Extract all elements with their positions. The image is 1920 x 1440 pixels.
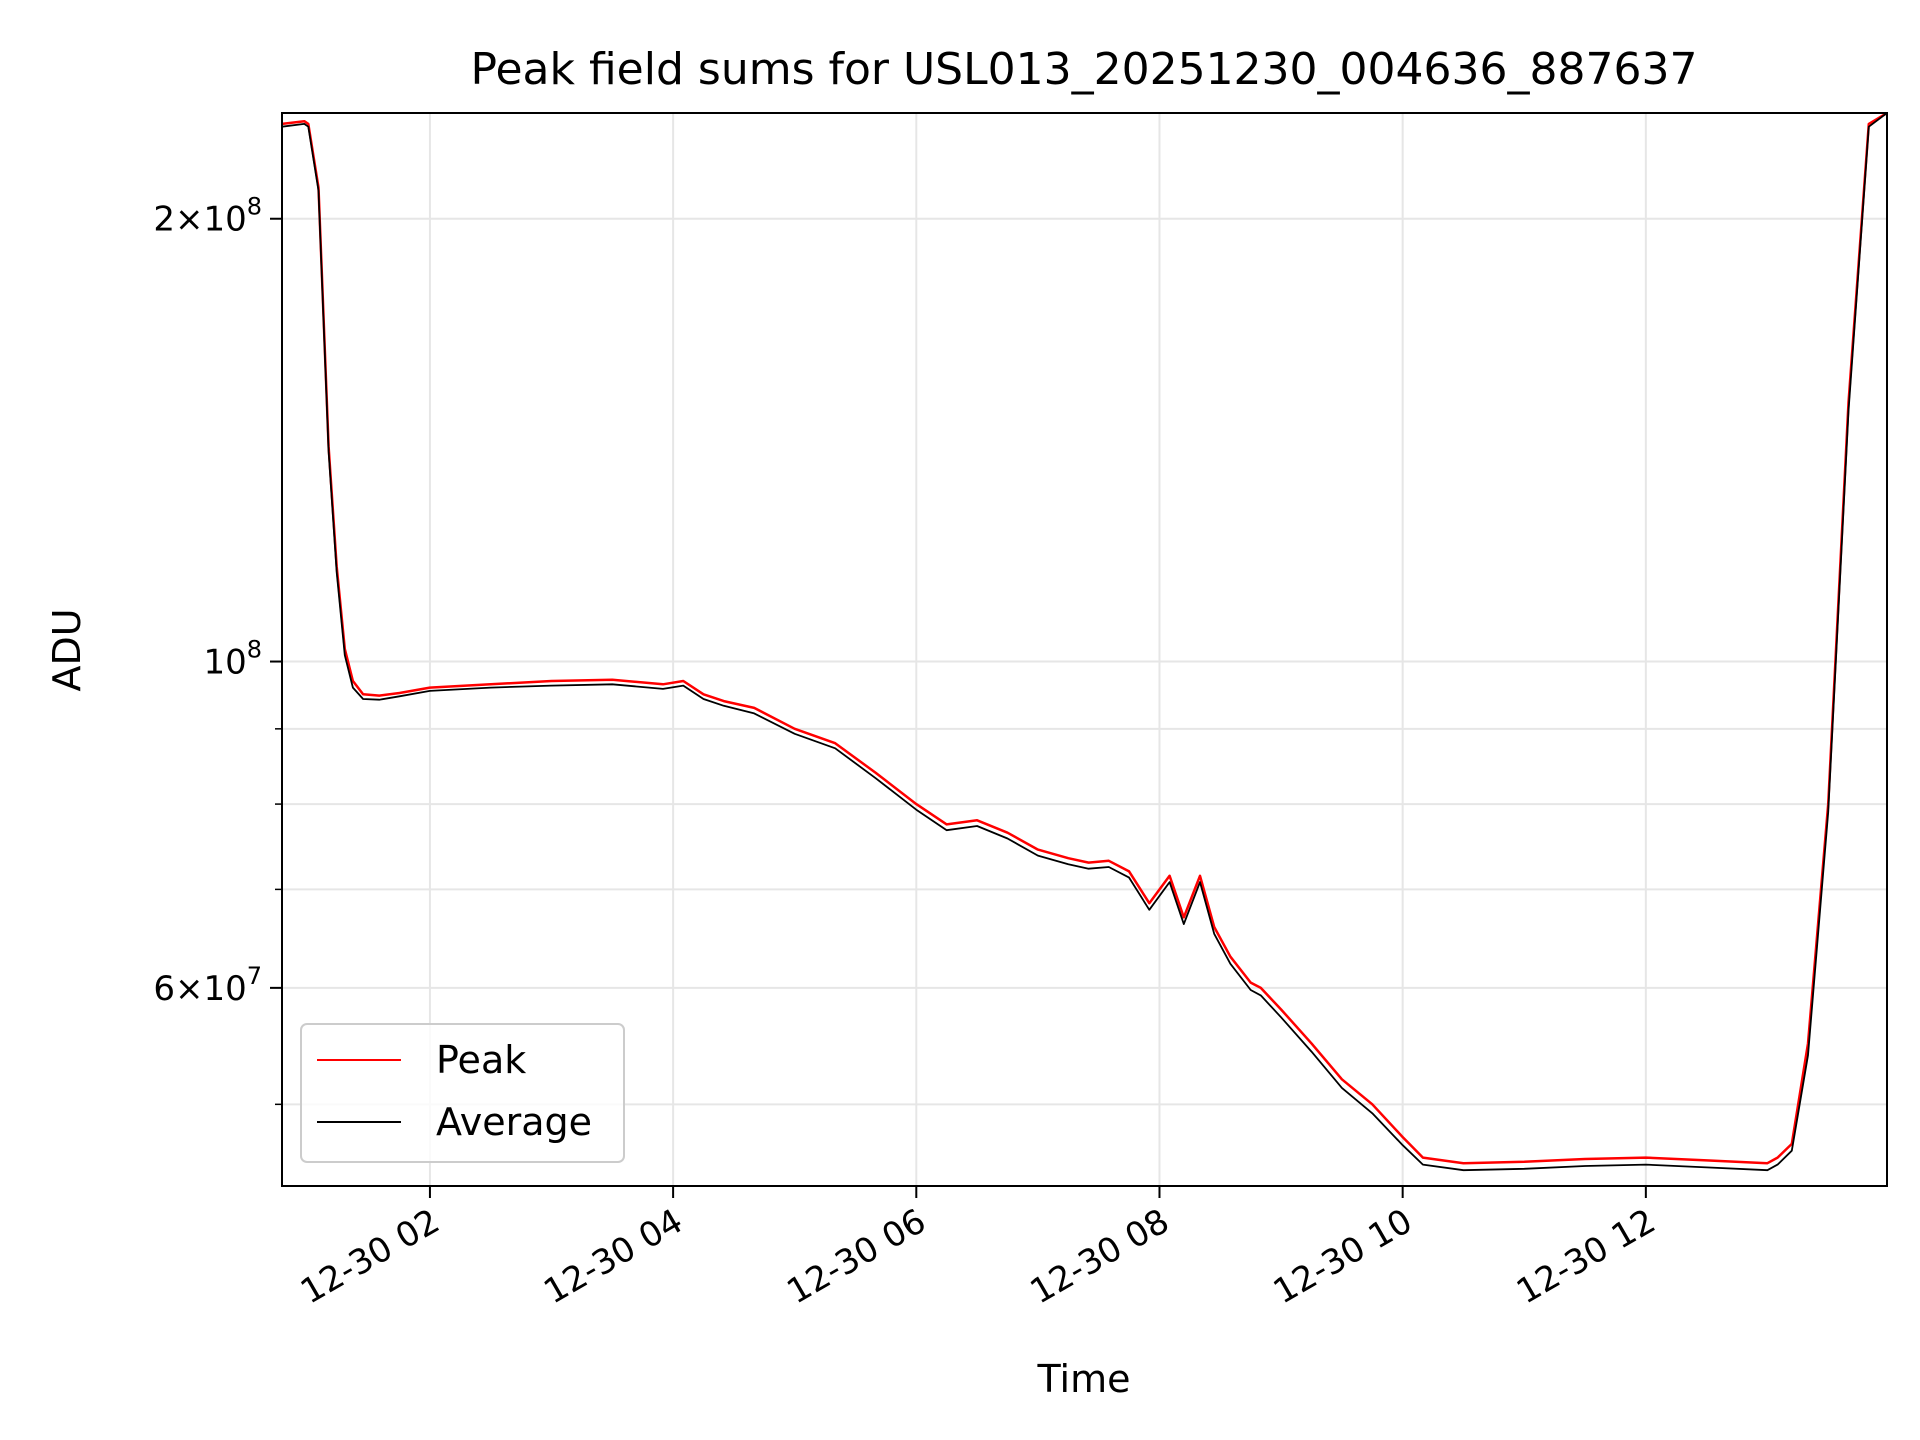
series-layer: [282, 113, 1887, 1172]
y-axis-label: ADU: [45, 608, 89, 691]
y-tick-label: 2×108: [153, 193, 262, 240]
legend-label-average: Average: [436, 1100, 592, 1144]
y-tick-exponent: 8: [247, 636, 262, 664]
y-tick-label: 108: [203, 636, 262, 683]
chart-title: Peak field sums for USL013_20251230_0046…: [471, 44, 1698, 95]
series-line-average: [282, 113, 1887, 1172]
legend: Peak Average: [300, 1023, 625, 1163]
series-line-peak: [282, 113, 1887, 1165]
y-tick-mantissa: 2: [153, 200, 175, 240]
y-tick-mantissa: 6: [153, 969, 175, 1009]
y-tick-exponent: 7: [247, 962, 262, 990]
y-tick-exponent: 8: [247, 193, 262, 221]
y-tick-label: 6×107: [153, 962, 262, 1009]
legend-box: [300, 1023, 625, 1163]
x-axis-label: Time: [1037, 1357, 1131, 1401]
plot-frame: [281, 112, 1888, 1187]
legend-label-peak: Peak: [436, 1038, 526, 1082]
grid: [282, 113, 1887, 1186]
